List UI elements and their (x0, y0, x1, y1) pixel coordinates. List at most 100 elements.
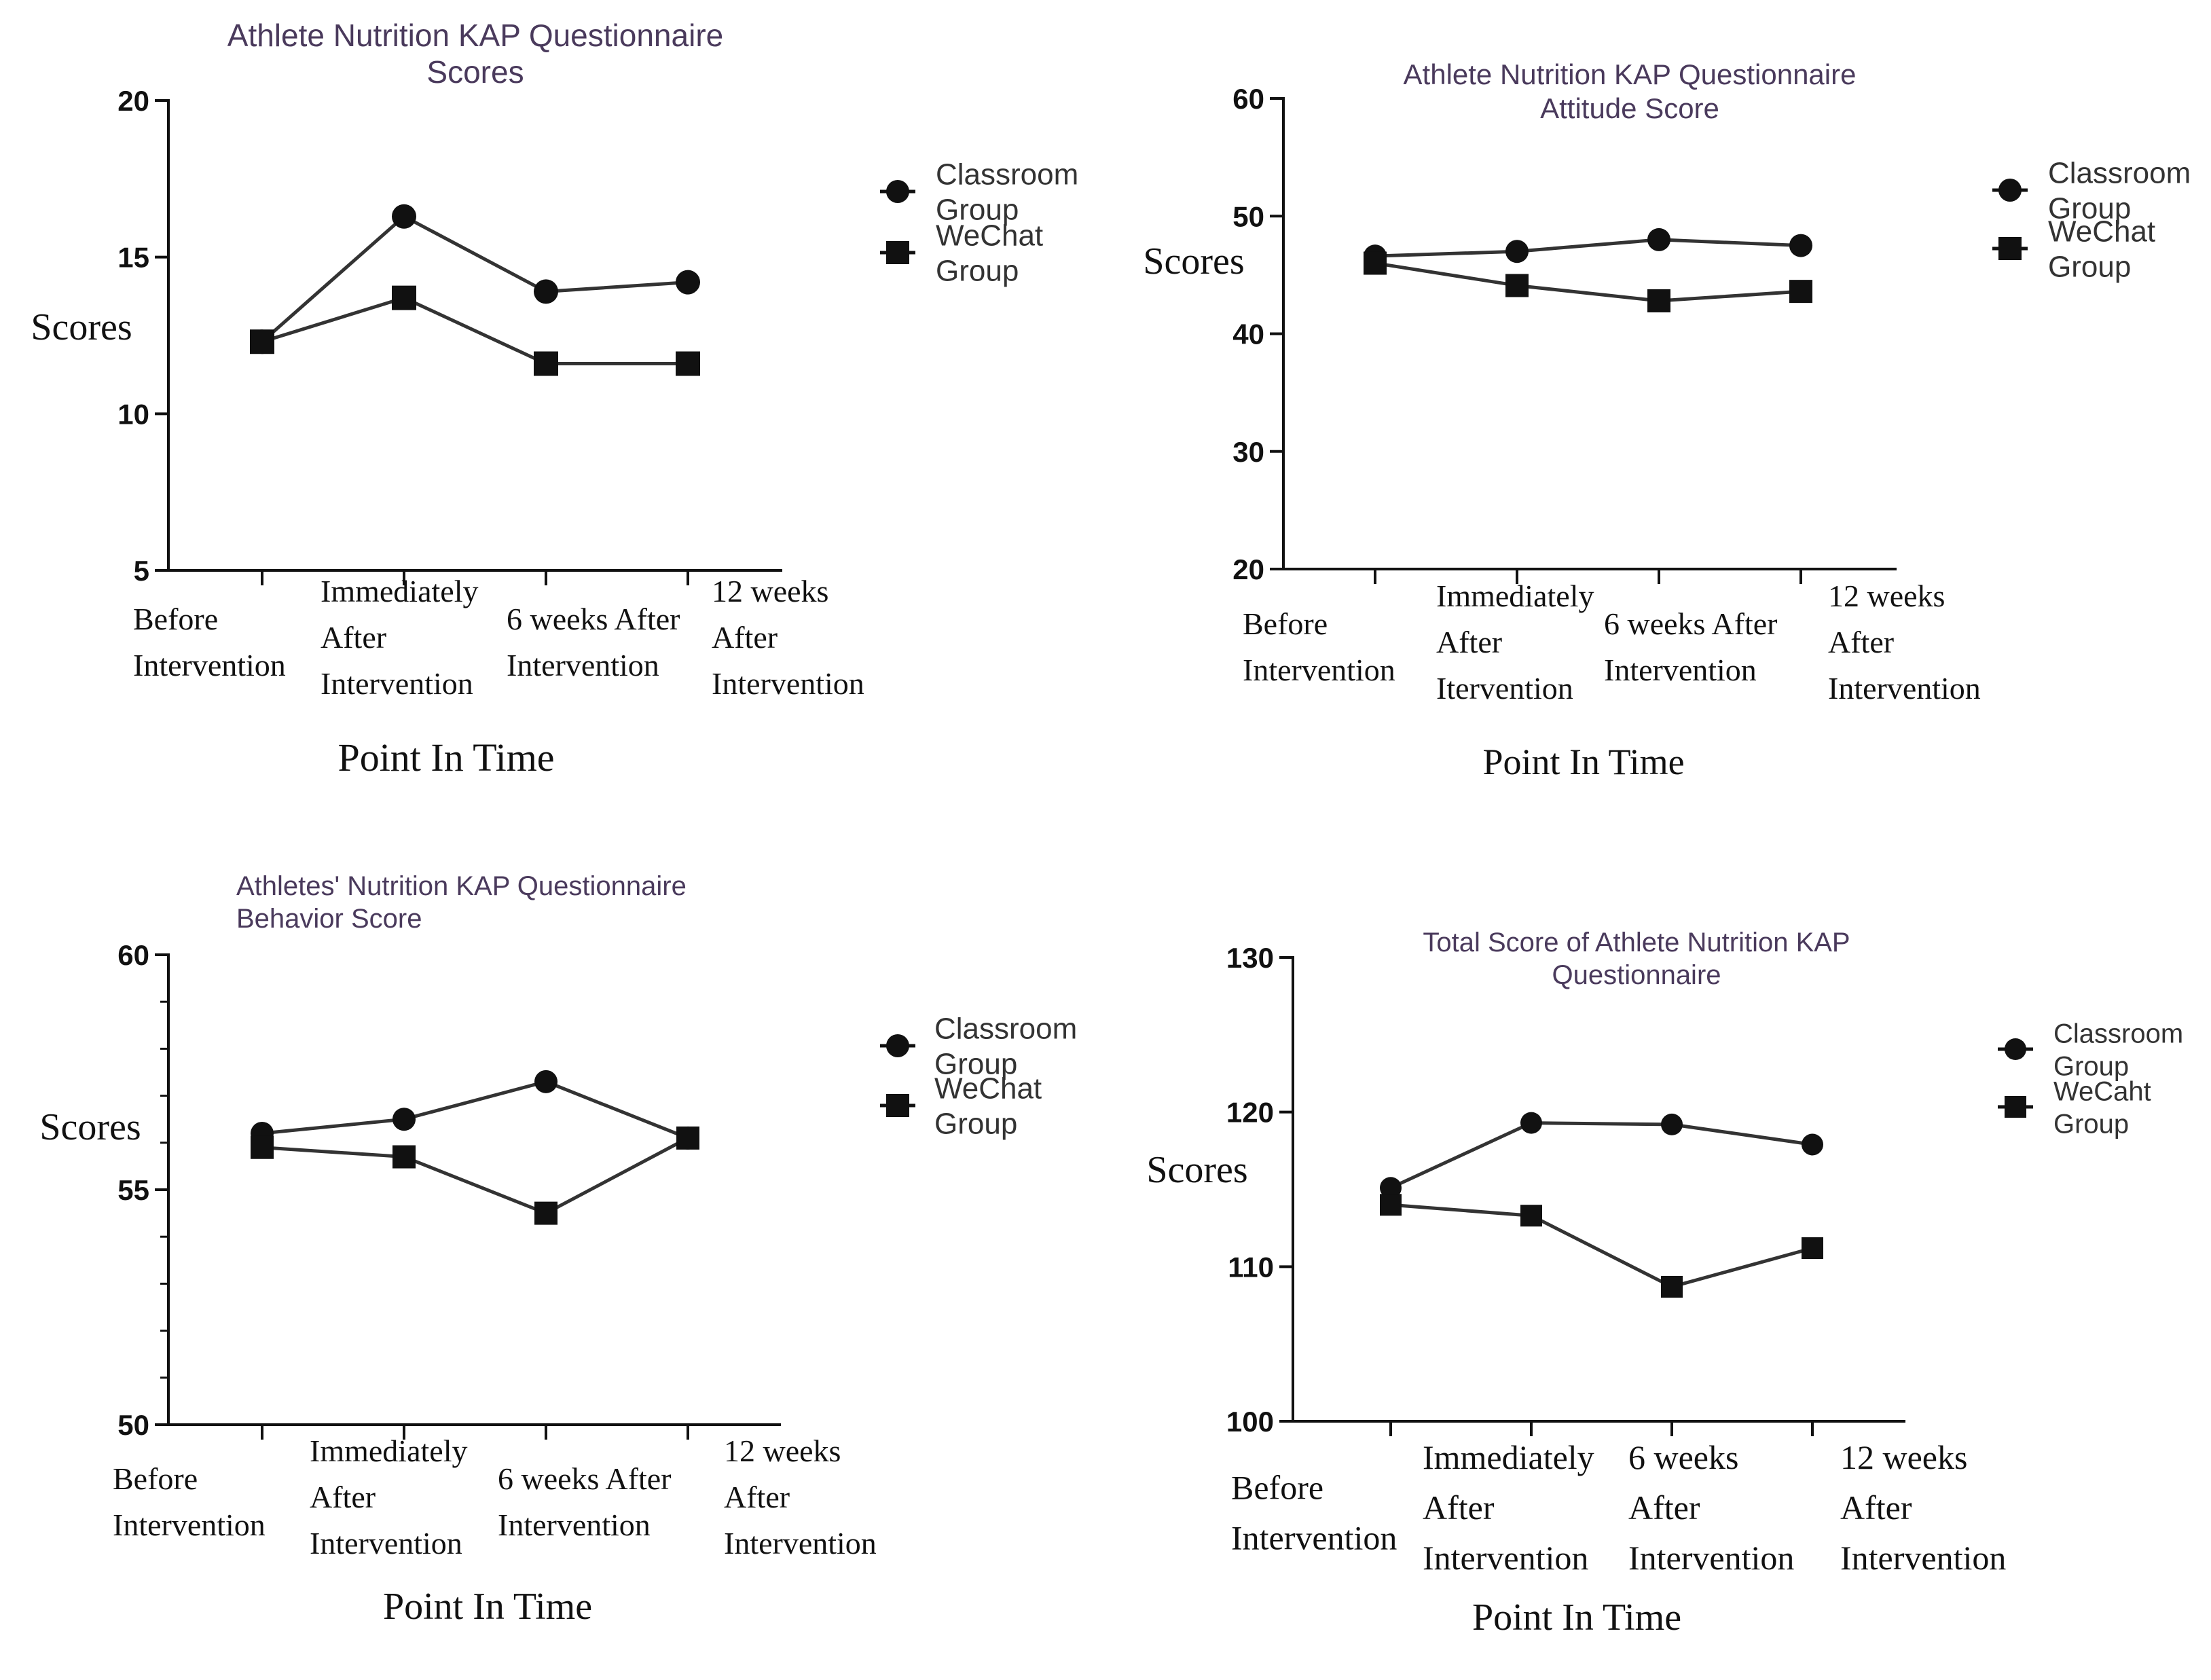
classroom-data-point (1505, 240, 1529, 263)
legend-label: WeChat (2048, 215, 2155, 249)
y-axis-label: Scores (1143, 240, 1244, 282)
x-category-label: Intervention (724, 1526, 877, 1560)
y-axis-label: Scores (39, 1106, 141, 1148)
x-category-label: Intervention (1628, 1539, 1794, 1577)
x-category-label: Intervention (133, 648, 286, 682)
series-line-classroom (261, 215, 689, 344)
x-category-label: 12 weeks (712, 574, 828, 608)
chart-title-line: Athlete Nutrition KAP Questionnaire (227, 18, 723, 53)
x-category-label: After (712, 620, 778, 655)
chart-title-line: Questionnaire (1552, 960, 1721, 990)
chart-title-line: Athletes' Nutrition KAP Questionnaire (236, 871, 687, 901)
legend-label: Group (934, 1048, 1017, 1081)
x-category-label: Intervention (507, 648, 659, 682)
x-axis-label: Point In Time (1482, 742, 1684, 782)
wechat-data-point (1505, 274, 1529, 297)
legend-label: Classroom (2048, 157, 2191, 190)
legend-label: WeChat (934, 1072, 1042, 1106)
series-line-wechat (1374, 261, 1802, 303)
y-tick-label: 60 (117, 939, 149, 971)
classroom-data-point (534, 1070, 558, 1093)
chart-panel-4: Total Score of Athlete Nutrition KAP Ques… (1146, 928, 2183, 1639)
x-category-label: 6 weeks After (1604, 606, 1777, 641)
x-category-label: 6 weeks (1628, 1438, 1738, 1476)
legend-label: Classroom (2053, 1019, 2183, 1048)
x-category-label: After (321, 620, 386, 655)
classroom-data-point (1802, 1133, 1823, 1156)
x-category-label: Intervention (1828, 671, 1981, 706)
y-tick-label: 5 (134, 555, 149, 587)
x-category-label: Intervention (1243, 653, 1395, 687)
x-axis-label: Point In Time (1472, 1596, 1681, 1639)
wechat-data-point (1789, 280, 1812, 304)
y-tick-label: 15 (117, 242, 149, 274)
chart-title-line: Attitude Score (1540, 92, 1719, 124)
classroom-data-point (1647, 227, 1670, 251)
x-category-label: Before (113, 1461, 198, 1496)
legend-label: Group (936, 194, 1019, 227)
x-category-label: Intervention (1840, 1539, 2006, 1577)
legend-circle-marker (886, 180, 909, 203)
y-tick-label: 20 (1232, 553, 1264, 585)
wechat-data-point (1661, 1275, 1683, 1298)
classroom-data-point (1380, 1177, 1402, 1199)
chart-panel-3: Athletes' Nutrition KAP QuestionnaireBeh… (39, 871, 1077, 1628)
chart-title-line: Total Score of Athlete Nutrition KAP (1423, 928, 1850, 957)
y-tick-label: 50 (117, 1409, 149, 1441)
x-category-label: 6 weeks After (498, 1461, 671, 1496)
legend-label: Group (934, 1108, 1017, 1141)
y-tick-label: 40 (1232, 318, 1264, 350)
x-category-label: Intervention (321, 666, 473, 701)
y-tick-label: 100 (1226, 1406, 1274, 1438)
wechat-data-point (1647, 289, 1670, 312)
wechat-data-point (1520, 1205, 1542, 1227)
x-category-label: Intervention (1423, 1539, 1588, 1577)
x-category-label: Before (1243, 606, 1328, 641)
y-tick-label: 50 (1232, 200, 1264, 232)
x-category-label: 6 weeks After (507, 602, 680, 636)
chart-title-line: Athlete Nutrition KAP Questionnaire (1404, 58, 1857, 90)
series-line-classroom (261, 1080, 689, 1140)
chart-panel-1: Athlete Nutrition KAP Questionnaire Score… (31, 18, 1078, 780)
wechat-data-point (392, 285, 416, 310)
wechat-data-point (250, 329, 274, 354)
y-axis-label: Scores (31, 306, 132, 348)
wechat-data-point (1380, 1194, 1402, 1216)
x-category-label: 12 weeks (1828, 579, 1945, 613)
classroom-data-point (676, 270, 700, 295)
classroom-data-point (392, 204, 416, 229)
x-category-label: Intervention (1604, 653, 1757, 687)
x-category-label: Immediately (321, 574, 478, 608)
series-line-classroom (1389, 1121, 1813, 1190)
series-line-classroom (1374, 238, 1802, 258)
wechat-data-point (676, 1126, 699, 1150)
legend-square-marker (2005, 1096, 2026, 1118)
series-line-wechat (1390, 1203, 1813, 1289)
wechat-data-point (534, 1201, 558, 1225)
legend-label: Group (2048, 251, 2131, 284)
wechat-data-point (251, 1135, 274, 1159)
x-category-label: After (310, 1480, 376, 1514)
classroom-data-point (1520, 1112, 1542, 1134)
y-tick-label: 10 (117, 398, 149, 430)
y-axis-label: Scores (1146, 1149, 1247, 1191)
legend-square-marker (886, 1094, 909, 1117)
x-category-label: Immediately (1423, 1438, 1594, 1476)
y-tick-label: 20 (117, 85, 149, 117)
chart-panel-2: Athlete Nutrition KAP QuestionnaireAttit… (1143, 58, 2191, 782)
x-category-label: Intervention (113, 1508, 266, 1542)
classroom-data-point (392, 1108, 416, 1131)
wechat-data-point (1802, 1237, 1823, 1260)
legend-label: Group (2048, 192, 2131, 225)
x-category-label: After (1840, 1489, 1912, 1527)
y-tick-label: 30 (1232, 436, 1264, 468)
x-category-label: 12 weeks (1840, 1438, 1967, 1476)
legend-label: Group (2053, 1109, 2129, 1139)
classroom-data-point (534, 279, 558, 304)
wechat-data-point (1364, 251, 1387, 275)
x-category-label: Intervention (310, 1526, 462, 1560)
x-axis-label: Point In Time (337, 735, 554, 780)
x-category-label: Before (1231, 1468, 1323, 1506)
x-category-label: After (724, 1480, 790, 1514)
y-tick-label: 120 (1226, 1097, 1274, 1129)
